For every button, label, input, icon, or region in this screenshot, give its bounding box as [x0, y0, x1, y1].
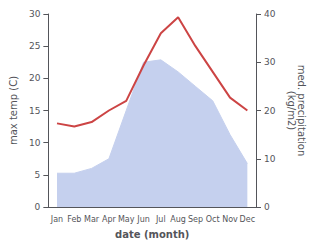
svg-text:30: 30 — [264, 57, 276, 67]
svg-text:25: 25 — [29, 41, 40, 51]
svg-text:15: 15 — [29, 106, 40, 116]
svg-text:Jun: Jun — [136, 215, 150, 224]
svg-text:0: 0 — [264, 202, 270, 212]
svg-text:Aug: Aug — [170, 215, 186, 224]
svg-text:20: 20 — [29, 73, 41, 83]
svg-text:Mar: Mar — [84, 215, 100, 224]
svg-text:Nov: Nov — [222, 215, 238, 224]
svg-text:date (month): date (month) — [115, 229, 189, 240]
svg-text:May: May — [118, 215, 135, 224]
svg-text:20: 20 — [264, 106, 276, 116]
svg-text:10: 10 — [264, 154, 276, 164]
svg-text:Jan: Jan — [50, 215, 63, 224]
svg-text:30: 30 — [29, 9, 41, 19]
svg-text:10: 10 — [29, 138, 41, 148]
svg-text:med. precipitation: med. precipitation — [295, 64, 307, 157]
svg-text:Feb: Feb — [67, 215, 81, 224]
svg-text:max temp (C): max temp (C) — [8, 76, 19, 145]
svg-text:Sep: Sep — [188, 215, 203, 224]
svg-text:Jul: Jul — [155, 215, 166, 224]
svg-text:Oct: Oct — [206, 215, 220, 224]
svg-text:0: 0 — [35, 202, 41, 212]
svg-text:5: 5 — [35, 170, 41, 180]
svg-text:Apr: Apr — [102, 215, 117, 224]
svg-text:(kg/m2): (kg/m2) — [286, 91, 297, 131]
svg-text:Dec: Dec — [240, 215, 255, 224]
svg-text:40: 40 — [264, 9, 276, 19]
